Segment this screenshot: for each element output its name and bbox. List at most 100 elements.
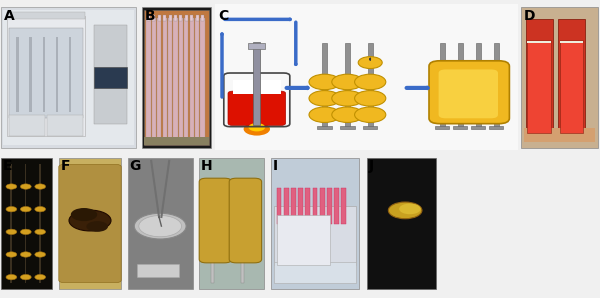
Text: I: I	[272, 159, 278, 173]
Text: H: H	[201, 159, 212, 173]
Bar	[179, 18, 183, 140]
Bar	[363, 126, 377, 129]
Bar	[1, 158, 52, 289]
Bar	[94, 25, 127, 124]
Bar	[248, 43, 265, 49]
Circle shape	[6, 229, 17, 235]
Bar	[9, 115, 45, 136]
Bar	[215, 4, 518, 150]
Circle shape	[248, 123, 265, 131]
Bar	[253, 42, 260, 125]
Bar	[9, 28, 83, 118]
Bar	[196, 15, 199, 21]
Circle shape	[355, 107, 386, 122]
Bar	[7, 16, 85, 136]
Bar	[277, 215, 330, 265]
Circle shape	[20, 252, 31, 257]
Circle shape	[332, 91, 363, 106]
Bar	[211, 247, 214, 283]
Bar	[163, 18, 167, 140]
Circle shape	[20, 207, 31, 212]
Bar	[489, 126, 503, 129]
Circle shape	[309, 91, 340, 106]
FancyBboxPatch shape	[439, 69, 498, 118]
Text: A: A	[4, 9, 15, 23]
Bar	[25, 164, 26, 283]
Circle shape	[35, 229, 46, 235]
Bar	[152, 18, 156, 140]
Bar	[184, 18, 188, 140]
Circle shape	[134, 213, 186, 239]
Bar	[152, 15, 155, 21]
Circle shape	[332, 74, 363, 90]
Bar	[527, 41, 551, 43]
Bar	[435, 126, 449, 129]
Bar	[147, 15, 150, 21]
Circle shape	[332, 107, 363, 122]
Circle shape	[355, 91, 386, 106]
Bar	[440, 43, 445, 127]
Bar	[16, 37, 19, 112]
Bar	[163, 15, 166, 21]
FancyBboxPatch shape	[228, 91, 286, 125]
Bar	[241, 247, 244, 283]
Circle shape	[388, 202, 422, 219]
Circle shape	[139, 215, 182, 237]
Bar	[200, 18, 205, 140]
Bar	[158, 15, 161, 21]
Bar	[59, 158, 121, 289]
Bar	[3, 10, 134, 145]
Bar	[453, 126, 467, 129]
Circle shape	[71, 208, 97, 221]
Circle shape	[355, 74, 386, 90]
Bar	[144, 137, 209, 145]
Circle shape	[358, 57, 382, 69]
Bar	[317, 126, 332, 129]
Bar	[476, 43, 481, 127]
Circle shape	[6, 252, 17, 257]
Circle shape	[309, 107, 340, 122]
Bar	[142, 7, 211, 148]
Bar	[340, 126, 355, 129]
Bar	[313, 188, 317, 224]
Bar	[521, 7, 598, 148]
Bar	[69, 37, 71, 112]
Bar	[168, 18, 172, 140]
Text: D: D	[524, 9, 535, 23]
Bar	[39, 164, 41, 283]
Bar	[233, 80, 281, 94]
Text: J: J	[369, 159, 374, 173]
Text: C: C	[218, 9, 228, 23]
Bar	[341, 188, 346, 224]
Bar	[128, 158, 193, 289]
Bar	[277, 188, 281, 224]
Text: F: F	[61, 159, 70, 173]
Bar	[185, 15, 188, 21]
Bar	[274, 206, 356, 265]
Circle shape	[6, 184, 17, 189]
Bar	[524, 128, 595, 142]
Circle shape	[6, 274, 17, 280]
Bar	[320, 188, 325, 224]
Circle shape	[35, 207, 46, 212]
Circle shape	[20, 229, 31, 235]
Bar	[174, 15, 177, 21]
Bar	[94, 67, 127, 88]
FancyBboxPatch shape	[429, 61, 509, 124]
Circle shape	[244, 122, 270, 136]
Circle shape	[69, 210, 111, 231]
Circle shape	[399, 204, 421, 214]
Bar	[458, 43, 463, 127]
Bar	[157, 18, 161, 140]
Bar	[334, 188, 339, 224]
FancyBboxPatch shape	[59, 164, 121, 283]
Bar	[305, 188, 310, 224]
Circle shape	[35, 252, 46, 257]
Bar	[494, 43, 499, 127]
FancyBboxPatch shape	[229, 178, 262, 263]
Bar	[10, 164, 12, 283]
Bar	[327, 188, 332, 224]
Circle shape	[309, 74, 340, 90]
Bar	[274, 262, 356, 283]
Bar	[291, 188, 296, 224]
